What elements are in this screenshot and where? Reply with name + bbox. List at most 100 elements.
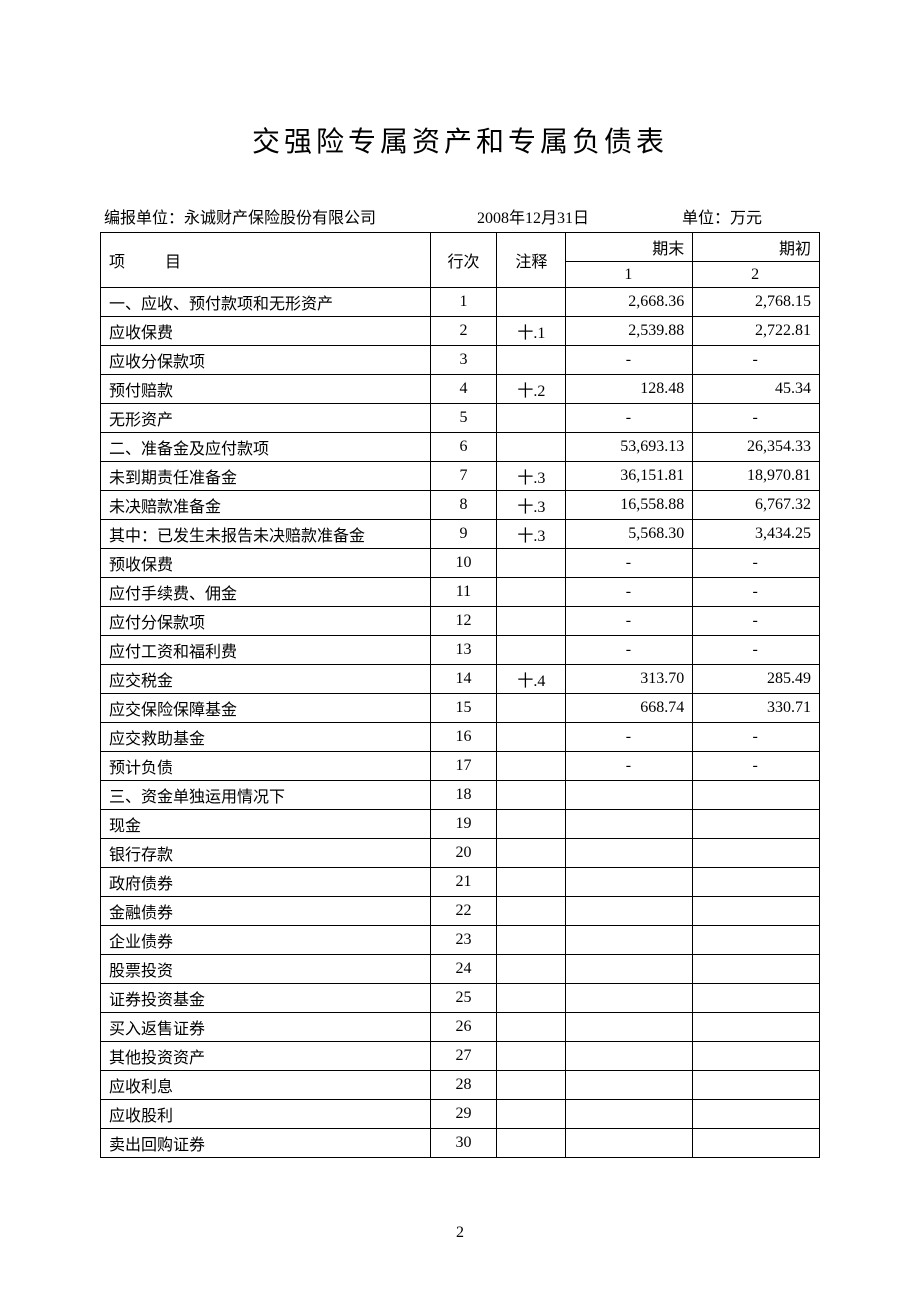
report-date: 2008年12月31日 <box>469 204 589 228</box>
cell-end <box>566 1129 693 1158</box>
cell-note: 十.2 <box>497 375 566 404</box>
cell-note <box>497 1100 566 1129</box>
cell-line: 8 <box>430 491 497 520</box>
table-row: 金融债券22 <box>101 897 820 926</box>
meta-row: 编报单位：永诚财产保险股份有限公司 2008年12月31日 单位：万元 <box>100 204 820 228</box>
cell-item: 应收分保款项 <box>101 346 431 375</box>
table-row: 应交救助基金16-- <box>101 723 820 752</box>
table-body: 一、应收、预付款项和无形资产12,668.362,768.15应收保费2十.12… <box>101 288 820 1158</box>
cell-line: 15 <box>430 694 497 723</box>
cell-end: 53,693.13 <box>566 433 693 462</box>
cell-begin: - <box>693 549 820 578</box>
table-row: 二、准备金及应付款项653,693.1326,354.33 <box>101 433 820 462</box>
table-row: 银行存款20 <box>101 839 820 868</box>
cell-begin: - <box>693 607 820 636</box>
cell-end: 2,539.88 <box>566 317 693 346</box>
cell-note <box>497 346 566 375</box>
cell-item: 三、资金单独运用情况下 <box>101 781 431 810</box>
cell-begin <box>693 1129 820 1158</box>
cell-note <box>497 897 566 926</box>
cell-item: 应收保费 <box>101 317 431 346</box>
cell-line: 16 <box>430 723 497 752</box>
table-header: 项 目 行次 注释 期末 期初 1 2 <box>101 233 820 288</box>
cell-note <box>497 549 566 578</box>
cell-begin <box>693 1071 820 1100</box>
cell-end: 668.74 <box>566 694 693 723</box>
cell-begin: - <box>693 636 820 665</box>
cell-begin: 18,970.81 <box>693 462 820 491</box>
cell-begin <box>693 955 820 984</box>
header-note: 注释 <box>497 233 566 288</box>
cell-note <box>497 781 566 810</box>
cell-item: 买入返售证券 <box>101 1013 431 1042</box>
cell-item: 金融债券 <box>101 897 431 926</box>
table-row: 买入返售证券26 <box>101 1013 820 1042</box>
balance-sheet-table: 项 目 行次 注释 期末 期初 1 2 一、应收、预付款项和无形资产12,668… <box>100 232 820 1158</box>
cell-note <box>497 288 566 317</box>
table-row: 股票投资24 <box>101 955 820 984</box>
cell-line: 21 <box>430 868 497 897</box>
cell-note <box>497 1129 566 1158</box>
table-row: 预收保费10-- <box>101 549 820 578</box>
cell-begin <box>693 897 820 926</box>
cell-line: 28 <box>430 1071 497 1100</box>
cell-item: 未到期责任准备金 <box>101 462 431 491</box>
cell-note <box>497 1042 566 1071</box>
table-row: 应收股利29 <box>101 1100 820 1129</box>
cell-end: - <box>566 346 693 375</box>
cell-begin: - <box>693 752 820 781</box>
cell-end: 36,151.81 <box>566 462 693 491</box>
cell-line: 12 <box>430 607 497 636</box>
cell-end <box>566 868 693 897</box>
cell-note <box>497 984 566 1013</box>
cell-line: 29 <box>430 1100 497 1129</box>
cell-note <box>497 723 566 752</box>
cell-item: 应付手续费、佣金 <box>101 578 431 607</box>
cell-end <box>566 1013 693 1042</box>
table-row: 卖出回购证券30 <box>101 1129 820 1158</box>
cell-note <box>497 578 566 607</box>
cell-item: 应付工资和福利费 <box>101 636 431 665</box>
cell-begin <box>693 926 820 955</box>
cell-end <box>566 839 693 868</box>
cell-note <box>497 955 566 984</box>
cell-item: 股票投资 <box>101 955 431 984</box>
table-row: 应收利息28 <box>101 1071 820 1100</box>
table-row: 应付工资和福利费13-- <box>101 636 820 665</box>
table-row: 其中：已发生未报告未决赔款准备金9十.35,568.303,434.25 <box>101 520 820 549</box>
cell-note <box>497 868 566 897</box>
cell-note <box>497 433 566 462</box>
cell-end <box>566 1042 693 1071</box>
cell-end: - <box>566 578 693 607</box>
cell-end: 128.48 <box>566 375 693 404</box>
table-row: 其他投资资产27 <box>101 1042 820 1071</box>
cell-begin: - <box>693 404 820 433</box>
cell-end <box>566 984 693 1013</box>
cell-note: 十.1 <box>497 317 566 346</box>
cell-end <box>566 810 693 839</box>
cell-line: 11 <box>430 578 497 607</box>
table-row: 预计负债17-- <box>101 752 820 781</box>
cell-line: 22 <box>430 897 497 926</box>
table-row: 应付手续费、佣金11-- <box>101 578 820 607</box>
table-row: 应付分保款项12-- <box>101 607 820 636</box>
cell-item: 应交税金 <box>101 665 431 694</box>
cell-item: 其他投资资产 <box>101 1042 431 1071</box>
cell-item: 无形资产 <box>101 404 431 433</box>
cell-begin: 2,722.81 <box>693 317 820 346</box>
table-row: 未决赔款准备金8十.316,558.886,767.32 <box>101 491 820 520</box>
cell-begin <box>693 984 820 1013</box>
cell-end <box>566 955 693 984</box>
cell-item: 预计负债 <box>101 752 431 781</box>
cell-note: 十.3 <box>497 520 566 549</box>
header-end-sub: 1 <box>566 262 693 288</box>
cell-note <box>497 607 566 636</box>
cell-end: 2,668.36 <box>566 288 693 317</box>
cell-end <box>566 1100 693 1129</box>
cell-note: 十.3 <box>497 491 566 520</box>
cell-begin <box>693 781 820 810</box>
cell-item: 卖出回购证券 <box>101 1129 431 1158</box>
cell-item: 应收利息 <box>101 1071 431 1100</box>
cell-item: 预付赔款 <box>101 375 431 404</box>
cell-note <box>497 1013 566 1042</box>
